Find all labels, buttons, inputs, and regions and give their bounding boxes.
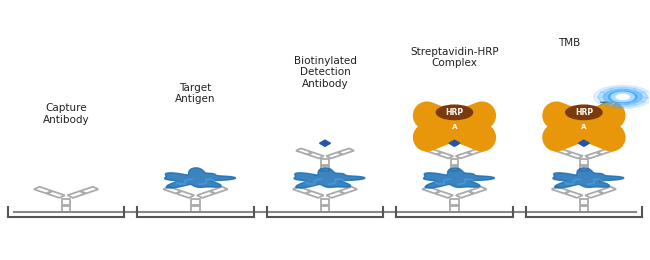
Polygon shape — [449, 140, 460, 146]
Bar — [62, 199, 70, 205]
Bar — [296, 148, 312, 154]
Bar — [450, 199, 459, 205]
Circle shape — [611, 92, 634, 102]
Bar — [467, 148, 484, 154]
Bar — [426, 148, 441, 154]
Bar — [565, 191, 582, 198]
Bar — [34, 187, 52, 193]
Bar — [580, 199, 588, 205]
Bar — [552, 187, 569, 193]
Bar — [450, 166, 458, 171]
Bar — [308, 152, 324, 158]
Bar — [306, 191, 324, 198]
Text: TMB: TMB — [558, 37, 580, 48]
Bar — [338, 148, 354, 154]
Text: Target
Antigen: Target Antigen — [176, 83, 216, 104]
Bar — [321, 206, 329, 212]
Bar — [339, 187, 358, 193]
Bar — [163, 187, 181, 193]
Text: A: A — [452, 124, 457, 129]
Bar — [580, 159, 588, 165]
Bar — [191, 206, 200, 212]
Bar — [598, 187, 616, 193]
Bar — [585, 152, 601, 158]
Bar — [321, 199, 329, 205]
Circle shape — [593, 85, 650, 108]
Bar — [191, 199, 200, 205]
Circle shape — [598, 87, 647, 107]
Bar — [436, 191, 453, 198]
Polygon shape — [578, 140, 590, 146]
Circle shape — [616, 94, 629, 100]
Polygon shape — [294, 168, 365, 188]
Bar — [326, 152, 342, 158]
Bar — [210, 187, 228, 193]
Circle shape — [436, 105, 473, 120]
Circle shape — [603, 89, 642, 105]
Text: HRP: HRP — [445, 108, 463, 117]
Bar — [597, 148, 613, 154]
Text: HRP: HRP — [575, 108, 593, 117]
Bar — [469, 187, 487, 193]
Circle shape — [608, 91, 637, 103]
Bar — [81, 187, 98, 193]
Bar — [450, 159, 458, 165]
Bar — [437, 152, 453, 158]
Bar — [68, 191, 85, 198]
Text: Biotinylated
Detection
Antibody: Biotinylated Detection Antibody — [294, 56, 356, 89]
Circle shape — [566, 105, 602, 120]
Bar — [585, 191, 603, 198]
Polygon shape — [320, 140, 330, 146]
Polygon shape — [424, 168, 495, 188]
Text: Streptavidin-HRP
Complex: Streptavidin-HRP Complex — [410, 47, 499, 68]
Bar — [555, 148, 571, 154]
Text: A: A — [581, 124, 587, 129]
Bar — [62, 206, 70, 212]
Bar — [292, 187, 311, 193]
Text: Capture
Antibody: Capture Antibody — [43, 103, 90, 125]
Bar — [450, 206, 459, 212]
Bar — [321, 166, 329, 171]
Bar — [326, 191, 344, 198]
Bar — [321, 159, 329, 165]
Bar — [197, 191, 214, 198]
Bar — [422, 187, 440, 193]
Bar — [176, 191, 194, 198]
Bar — [456, 152, 472, 158]
Bar — [47, 191, 65, 198]
Bar — [580, 166, 588, 171]
Polygon shape — [164, 168, 235, 188]
Bar — [567, 152, 582, 158]
Bar — [580, 206, 588, 212]
Polygon shape — [553, 168, 624, 188]
Bar — [456, 191, 474, 198]
